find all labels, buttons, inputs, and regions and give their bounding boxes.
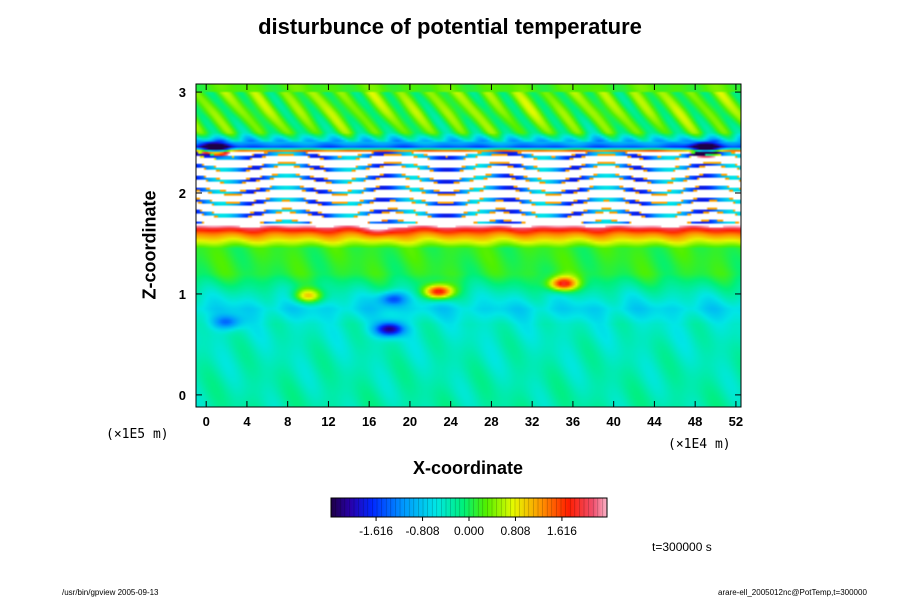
time-label: t=300000 s (652, 540, 712, 554)
x-tick-label: 52 (729, 414, 743, 429)
colorbar-tick-label: 0.000 (454, 524, 484, 538)
x-tick-label: 8 (284, 414, 291, 429)
colorbar-ticks: -1.616 -0.808 0.000 0.808 1.616 (330, 498, 608, 538)
y-tick-label: 1 (179, 287, 186, 302)
x-tick-label: 4 (243, 414, 251, 429)
y-ticks: 0 1 2 3 (179, 85, 741, 403)
x-tick-label: 40 (606, 414, 620, 429)
footer-command: /usr/bin/gpview 2005-09-13 (62, 588, 159, 597)
chart-title: disturbunce of potential temperature (258, 14, 642, 39)
colorbar-tick-label: 0.808 (500, 524, 530, 538)
x-tick-label: 48 (688, 414, 702, 429)
x-tick-label: 32 (525, 414, 539, 429)
x-tick-label: 20 (403, 414, 417, 429)
colorbar-tick-label: -1.616 (359, 524, 393, 538)
heatmap-field (196, 84, 741, 407)
y-unit-label: (×1E5 m) (106, 427, 169, 442)
y-tick-label: 0 (179, 388, 186, 403)
x-tick-label: 24 (443, 414, 458, 429)
colorbar-tick-label: 1.616 (547, 524, 577, 538)
x-tick-label: 12 (321, 414, 335, 429)
x-tick-label: 0 (203, 414, 210, 429)
x-tick-label: 36 (566, 414, 580, 429)
x-axis-label: X-coordinate (412, 458, 523, 478)
y-tick-label: 3 (179, 85, 186, 100)
colorbar-gradient (331, 498, 607, 517)
footer-source: arare-ell_2005012nc@PotTemp,t=300000 (718, 588, 867, 597)
x-tick-label: 44 (647, 414, 662, 429)
x-ticks: 0 4 8 12 16 20 24 28 32 36 40 44 48 52 (203, 84, 743, 429)
x-tick-label: 16 (362, 414, 376, 429)
y-axis-label: Z-coordinate (139, 190, 160, 300)
colorbar-tick-label: -0.808 (406, 524, 440, 538)
x-tick-label: 28 (484, 414, 498, 429)
x-unit-label: (×1E4 m) (668, 437, 731, 452)
y-tick-label: 2 (179, 186, 186, 201)
plot-frame (195, 83, 742, 408)
